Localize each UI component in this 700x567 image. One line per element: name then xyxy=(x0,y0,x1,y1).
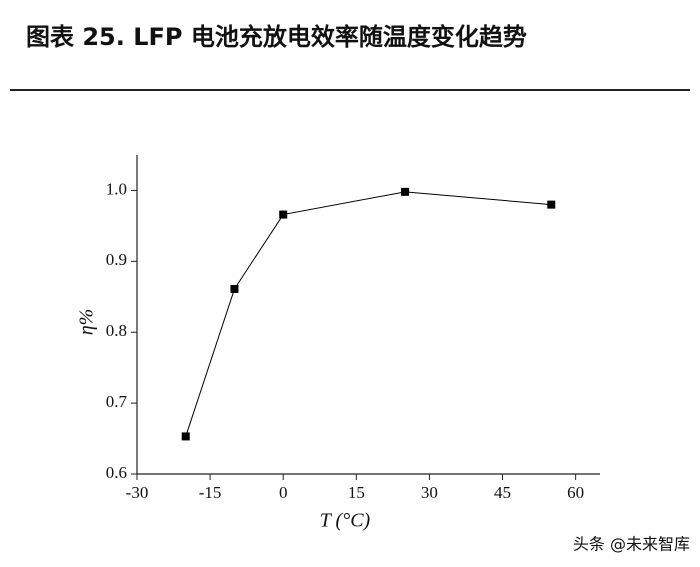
x-axis-label: T (°C) xyxy=(320,510,371,532)
chart-title: 图表 25. LFP 电池充放电效率随温度变化趋势 xyxy=(26,23,527,51)
x-tick-label: 0 xyxy=(279,483,288,502)
y-tick-label: 0.8 xyxy=(106,321,127,340)
y-axis-label: η% xyxy=(76,309,98,336)
x-tick-label: -30 xyxy=(126,483,149,502)
x-tick-label: 30 xyxy=(421,483,438,502)
marker xyxy=(547,200,556,209)
x-tick-label: 15 xyxy=(348,483,365,502)
x-tick-label: -15 xyxy=(199,483,222,502)
x-tick-label: 60 xyxy=(567,483,584,502)
y-tick-label: 1.0 xyxy=(106,179,127,198)
y-tick-label: 0.9 xyxy=(106,250,127,269)
watermark: 头条 @未来智库 xyxy=(573,535,690,554)
marker xyxy=(279,210,288,219)
marker xyxy=(230,284,239,293)
x-tick-label: 45 xyxy=(494,483,511,502)
y-tick-label: 0.6 xyxy=(106,463,127,482)
marker xyxy=(181,432,190,441)
y-tick-label: 0.7 xyxy=(106,392,128,411)
marker xyxy=(401,187,410,196)
